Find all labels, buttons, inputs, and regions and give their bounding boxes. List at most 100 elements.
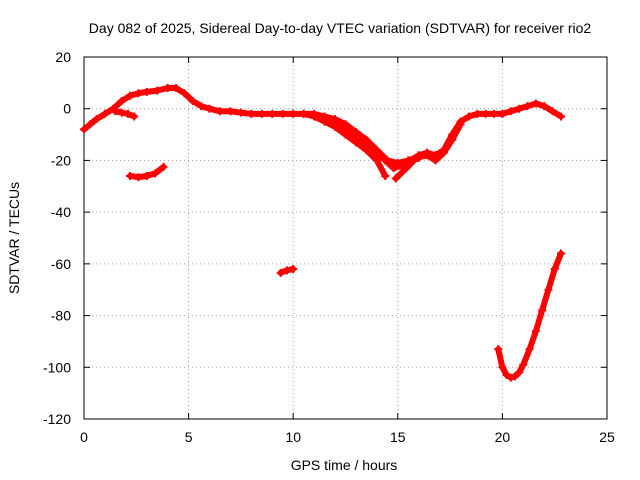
data-point xyxy=(289,265,298,274)
data-point xyxy=(123,109,132,118)
data-point xyxy=(381,171,390,180)
data-point xyxy=(331,122,340,131)
data-point xyxy=(548,107,557,116)
data-point xyxy=(464,112,473,121)
data-point xyxy=(289,109,298,118)
data-point xyxy=(215,107,224,116)
data-point xyxy=(490,109,499,118)
y-tick-label: 20 xyxy=(55,49,71,65)
data-point xyxy=(276,268,285,277)
data-point xyxy=(494,345,503,354)
data-point xyxy=(180,89,189,98)
plot-frame xyxy=(83,56,608,420)
data-series xyxy=(80,84,565,382)
axis-ticks: 0 5 10 15 20 25 -120 -100 -80 -60 -40 -20 0 20 xyxy=(43,49,615,445)
data-point xyxy=(100,109,109,118)
data-point xyxy=(391,174,400,183)
series-branch-12-16 xyxy=(321,113,422,166)
data-point xyxy=(134,173,143,182)
data-point xyxy=(550,265,559,274)
data-point xyxy=(86,120,95,129)
data-point xyxy=(341,130,350,139)
data-point xyxy=(473,109,482,118)
data-point xyxy=(393,159,402,168)
data-point xyxy=(402,164,411,173)
data-point xyxy=(111,107,120,116)
data-point xyxy=(540,102,549,111)
data-point xyxy=(538,306,547,315)
data-point xyxy=(383,156,392,165)
chart-title: Day 082 of 2025, Sidereal Day-to-day VTE… xyxy=(89,20,592,36)
data-point xyxy=(531,327,540,336)
x-tick-label: 20 xyxy=(495,429,511,445)
data-point xyxy=(247,109,256,118)
series-branch-15-18 xyxy=(392,121,464,182)
data-point xyxy=(502,371,511,380)
data-point xyxy=(515,368,524,377)
data-point xyxy=(134,89,143,98)
y-axis-label: SDTVAR / TECUs xyxy=(6,182,22,294)
data-point xyxy=(278,109,287,118)
data-point xyxy=(423,151,432,160)
data-point xyxy=(506,373,515,382)
data-point xyxy=(556,249,565,258)
data-point xyxy=(310,112,319,121)
data-point xyxy=(205,104,214,113)
x-tick-label: 5 xyxy=(185,429,193,445)
data-point xyxy=(151,169,160,178)
data-point xyxy=(372,156,381,165)
data-point xyxy=(481,109,490,118)
data-point xyxy=(506,107,515,116)
data-point xyxy=(153,86,162,95)
series-deep-arc xyxy=(495,250,564,381)
grid-lines xyxy=(84,57,607,419)
data-point xyxy=(268,109,277,118)
data-point xyxy=(197,102,206,111)
data-point xyxy=(351,138,360,147)
data-point xyxy=(117,108,126,117)
data-point xyxy=(226,107,235,116)
data-point xyxy=(439,148,448,157)
data-point xyxy=(142,171,151,180)
data-point xyxy=(498,363,507,372)
data-point xyxy=(172,84,181,93)
data-point xyxy=(236,108,245,117)
data-point xyxy=(515,104,524,113)
data-point xyxy=(331,115,340,124)
data-point xyxy=(498,109,507,118)
data-point xyxy=(92,115,101,124)
data-point xyxy=(531,99,540,108)
data-point xyxy=(282,266,291,275)
data-point xyxy=(159,162,168,171)
data-point xyxy=(525,345,534,354)
x-tick-label: 15 xyxy=(390,429,406,445)
y-tick-label: -60 xyxy=(51,256,71,272)
data-point xyxy=(456,120,465,129)
data-point xyxy=(299,109,308,118)
data-point xyxy=(320,112,329,121)
y-tick-label: -120 xyxy=(43,411,71,427)
data-point xyxy=(519,360,528,369)
data-point xyxy=(117,96,126,105)
data-point xyxy=(412,153,421,162)
y-tick-label: 0 xyxy=(63,101,71,117)
y-tick-label: -80 xyxy=(51,308,71,324)
x-tick-label: 10 xyxy=(285,429,301,445)
x-tick-label: 0 xyxy=(80,429,88,445)
data-point xyxy=(341,120,350,129)
data-point xyxy=(362,146,371,155)
y-tick-label: -100 xyxy=(43,359,71,375)
data-point xyxy=(188,96,197,105)
data-point xyxy=(448,135,457,144)
y-tick-label: -40 xyxy=(51,204,71,220)
x-axis-label: GPS time / hours xyxy=(291,457,398,473)
data-point xyxy=(130,112,139,121)
y-tick-label: -20 xyxy=(51,152,71,168)
data-point xyxy=(544,285,553,294)
data-point xyxy=(510,372,519,381)
data-point xyxy=(257,109,266,118)
data-point xyxy=(372,146,381,155)
data-point xyxy=(431,156,440,165)
data-point xyxy=(142,87,151,96)
data-point xyxy=(523,102,532,111)
